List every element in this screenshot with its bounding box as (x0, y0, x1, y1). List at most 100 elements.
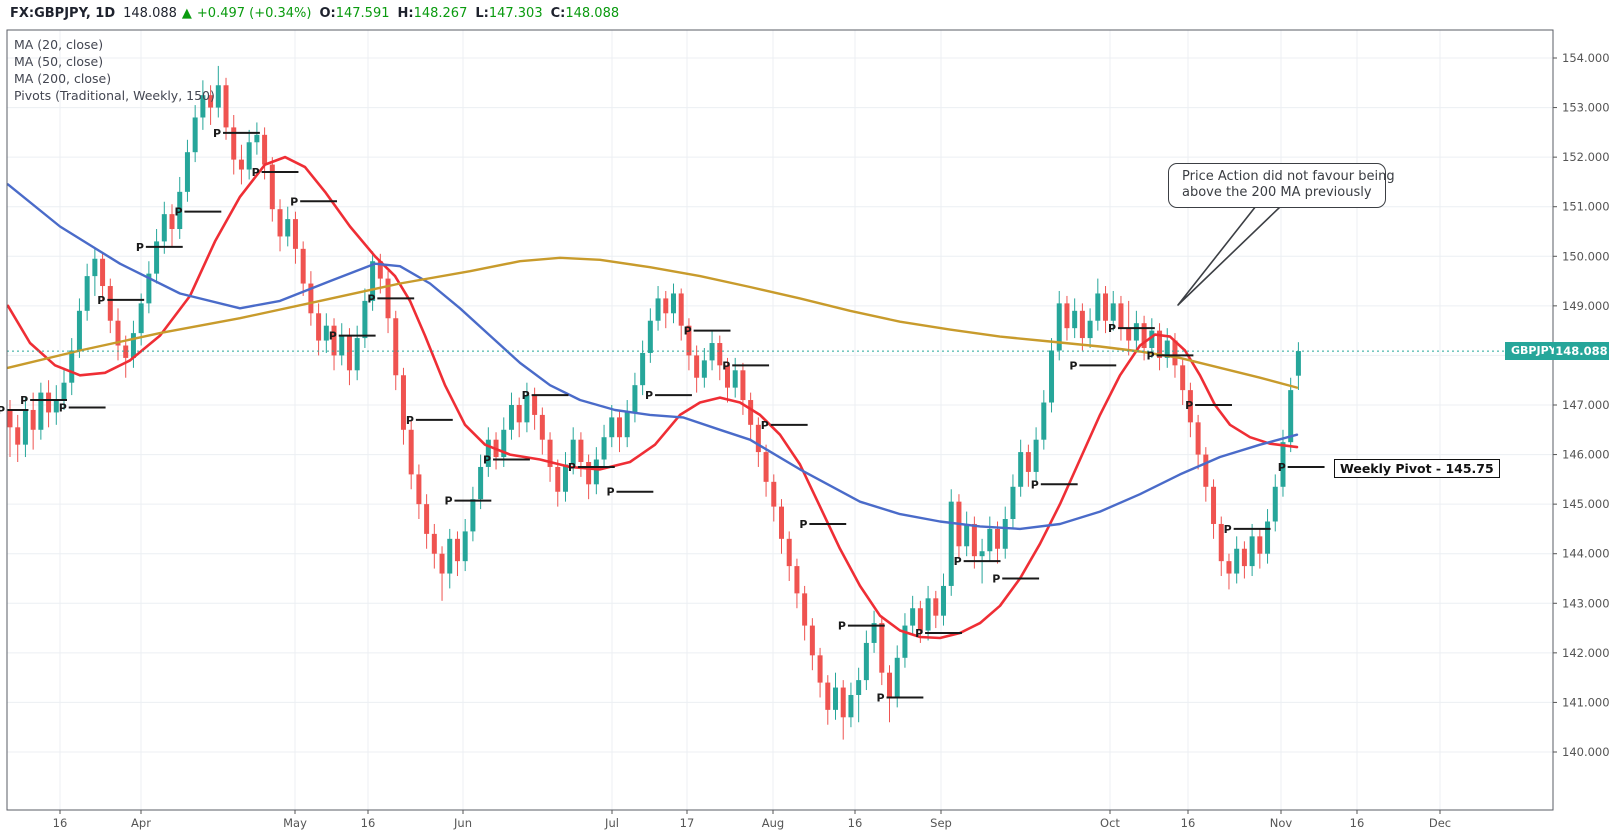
candle-down[interactable] (1180, 365, 1186, 391)
candle-up[interactable] (941, 585, 947, 616)
candle-up[interactable] (1234, 548, 1240, 574)
candle-up[interactable] (1295, 351, 1301, 376)
candle-up[interactable] (22, 409, 28, 445)
candle-up[interactable] (1280, 442, 1286, 487)
candle-down[interactable] (424, 504, 430, 534)
candle-down[interactable] (532, 395, 538, 415)
time-tick-label[interactable]: Jul (604, 816, 619, 830)
candle-down[interactable] (115, 320, 121, 346)
candle-down[interactable] (995, 528, 1001, 549)
candle-down[interactable] (416, 474, 422, 505)
price-tick-label[interactable]: 147.000 (1562, 398, 1609, 412)
candle-down[interactable] (231, 127, 237, 160)
candle-down[interactable] (1025, 452, 1031, 472)
candle-up[interactable] (84, 276, 90, 311)
candle-up[interactable] (910, 608, 916, 626)
candle-up[interactable] (69, 350, 75, 383)
weekly-pivot-label[interactable]: Weekly Pivot - 145.75 (1334, 459, 1500, 478)
candle-down[interactable] (724, 365, 730, 388)
legend-item-ma50[interactable]: MA (50, close) (14, 54, 104, 69)
candle-down[interactable] (454, 538, 460, 562)
candle-down[interactable] (794, 566, 800, 594)
candle-down[interactable] (1157, 330, 1163, 358)
candle-down[interactable] (331, 325, 337, 356)
candle-up[interactable] (1149, 330, 1155, 348)
candle-down[interactable] (786, 538, 792, 567)
price-tick-label[interactable]: 140.000 (1562, 745, 1609, 759)
price-tick-label[interactable]: 149.000 (1562, 299, 1609, 313)
price-tick-label[interactable]: 150.000 (1562, 249, 1609, 263)
candle-up[interactable] (138, 303, 144, 334)
candle-up[interactable] (640, 352, 646, 386)
candle-up[interactable] (61, 382, 67, 401)
price-tick-label[interactable]: 141.000 (1562, 695, 1609, 709)
candle-up[interactable] (508, 404, 514, 430)
candle-down[interactable] (408, 429, 414, 475)
candle-down[interactable] (1172, 340, 1178, 366)
time-tick-label[interactable]: Nov (1270, 816, 1293, 830)
candle-down[interactable] (1241, 548, 1247, 567)
candle-up[interactable] (370, 261, 376, 301)
candle-up[interactable] (856, 680, 862, 695)
candle-up[interactable] (1002, 519, 1008, 549)
candle-up[interactable] (1249, 536, 1255, 567)
candle-down[interactable] (100, 258, 106, 287)
time-tick-label[interactable]: Dec (1429, 816, 1451, 830)
candle-down[interactable] (547, 439, 553, 467)
candle-down[interactable] (1141, 323, 1147, 348)
legend-item-ma200[interactable]: MA (200, close) (14, 71, 112, 86)
candle-up[interactable] (593, 459, 599, 485)
candle-up[interactable] (902, 625, 908, 658)
candle-up[interactable] (246, 142, 252, 170)
candle-up[interactable] (632, 385, 638, 413)
time-tick-label[interactable]: Jun (453, 816, 472, 830)
candle-down[interactable] (1064, 303, 1070, 329)
candle-up[interactable] (1288, 390, 1294, 443)
candle-up[interactable] (647, 320, 653, 353)
candle-up[interactable] (215, 85, 221, 108)
ma-line-ma50[interactable] (6, 183, 1299, 531)
time-tick-label[interactable]: Aug (762, 816, 784, 830)
candle-up[interactable] (1049, 350, 1055, 403)
candle-down[interactable] (802, 593, 808, 626)
candle-down[interactable] (1079, 310, 1085, 339)
symbol-name[interactable]: FX:GBPJPY, 1D (10, 5, 116, 21)
candle-down[interactable] (308, 283, 314, 314)
time-tick-label[interactable]: Sep (930, 816, 952, 830)
candle-down[interactable] (208, 95, 214, 108)
candle-down[interactable] (1118, 303, 1124, 329)
candle-up[interactable] (1087, 320, 1093, 339)
candle-up[interactable] (1010, 486, 1016, 520)
candle-down[interactable] (678, 293, 684, 326)
candle-down[interactable] (933, 598, 939, 616)
ma-line-ma200[interactable] (6, 256, 1299, 389)
candle-down[interactable] (686, 325, 692, 356)
candle-up[interactable] (146, 273, 152, 304)
candle-up[interactable] (1041, 402, 1047, 440)
candle-up[interactable] (184, 152, 190, 192)
candle-down[interactable] (1226, 561, 1232, 574)
candle-up[interactable] (154, 241, 160, 274)
candle-up[interactable] (76, 310, 82, 351)
candle-down[interactable] (748, 400, 754, 425)
candle-down[interactable] (516, 404, 522, 423)
price-tick-label[interactable]: 154.000 (1562, 51, 1609, 65)
candle-up[interactable] (1095, 293, 1101, 321)
price-tick-label[interactable]: 146.000 (1562, 448, 1609, 462)
candle-up[interactable] (987, 528, 993, 552)
legend-item-ma20[interactable]: MA (20, close) (14, 37, 104, 52)
legend-item-pivots[interactable]: Pivots (Traditional, Weekly, 150) (14, 88, 215, 103)
candle-down[interactable] (586, 462, 592, 485)
candle-up[interactable] (1133, 323, 1139, 341)
price-tick-label[interactable]: 151.000 (1562, 200, 1609, 214)
candle-down[interactable] (879, 623, 885, 673)
time-tick-label[interactable]: 16 (1350, 816, 1365, 830)
candle-down[interactable] (1195, 422, 1201, 455)
candle-up[interactable] (462, 531, 468, 562)
candle-down[interactable] (539, 414, 545, 440)
time-tick-label[interactable]: 16 (848, 816, 863, 830)
candle-up[interactable] (709, 343, 715, 361)
candle-down[interactable] (400, 375, 406, 430)
candle-up[interactable] (447, 538, 453, 574)
